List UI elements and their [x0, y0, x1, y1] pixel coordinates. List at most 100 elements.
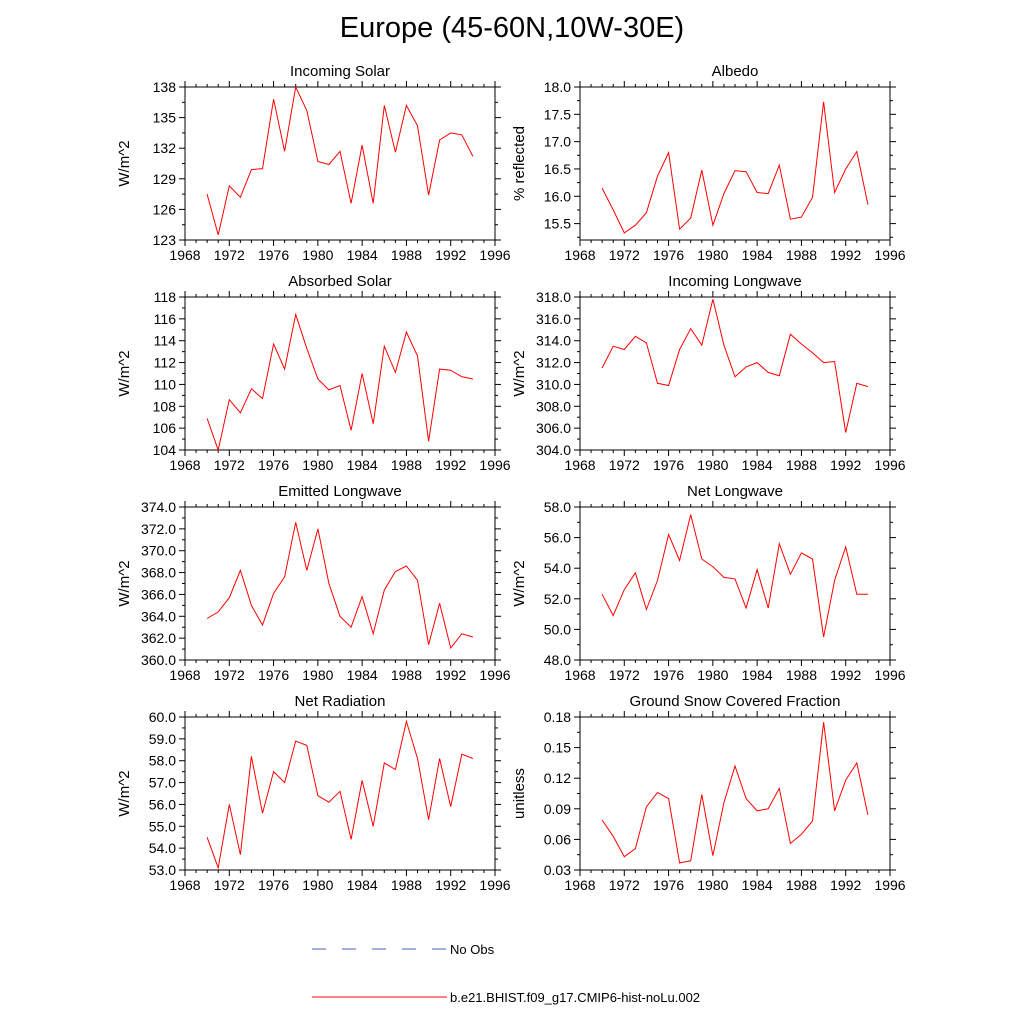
- x-tick-label: 1976: [653, 667, 684, 683]
- y-tick-label: 54.0: [544, 560, 571, 576]
- y-tick-label: 15.5: [544, 216, 571, 232]
- x-tick-label: 1992: [435, 877, 466, 893]
- x-tick-label: 1984: [742, 877, 773, 893]
- panel-8: 1968 1972 1976 1980 1984 1988 1992 1996 0.03 0.06…: [511, 693, 906, 893]
- x-tick-label: 1984: [742, 457, 773, 473]
- x-tick-label: 1988: [391, 877, 422, 893]
- y-tick-label: 126: [153, 201, 177, 217]
- y-tick-label: 314.0: [536, 333, 571, 349]
- x-tick-label: 1992: [830, 667, 861, 683]
- x-tick-label: 1988: [786, 877, 817, 893]
- x-tick-label: 1980: [697, 877, 728, 893]
- legend-label: b.e21.BHIST.f09_g17.CMIP6-hist-noLu.002: [450, 990, 700, 1005]
- x-tick-label: 1984: [347, 457, 378, 473]
- x-tick-label: 1980: [697, 247, 728, 263]
- x-tick-label: 1988: [786, 247, 817, 263]
- panel-title: Incoming Longwave: [668, 273, 801, 290]
- y-axis-label: % reflected: [511, 126, 528, 201]
- x-tick-label: 1972: [214, 457, 245, 473]
- y-tick-label: 312.0: [536, 355, 571, 371]
- x-tick-label: 1972: [609, 667, 640, 683]
- x-tick-label: 1976: [258, 877, 289, 893]
- y-tick-label: 17.5: [544, 106, 571, 122]
- y-tick-label: 0.06: [544, 831, 571, 847]
- y-tick-label: 306.0: [536, 420, 571, 436]
- y-tick-label: 57.0: [149, 775, 176, 791]
- series-line: [206, 312, 473, 452]
- panel-1: 1968 1972 1976 1980 1984 1988 1992 1996 123 126 12…: [116, 63, 511, 263]
- x-tick-label: 1972: [214, 667, 245, 683]
- x-tick-label: 1980: [302, 877, 333, 893]
- x-tick-label: 1992: [435, 457, 466, 473]
- y-tick-label: 112: [154, 355, 177, 371]
- y-tick-label: 114: [154, 333, 177, 349]
- x-tick-label: 1988: [786, 667, 817, 683]
- x-tick-label: 1968: [169, 247, 200, 263]
- y-axis-label: W/m^2: [116, 350, 133, 396]
- y-tick-label: 56.0: [544, 530, 571, 546]
- x-tick-label: 1996: [479, 877, 510, 893]
- y-tick-label: 116: [154, 311, 177, 327]
- x-tick-label: 1988: [391, 457, 422, 473]
- y-tick-label: 366.0: [141, 586, 176, 602]
- x-tick-label: 1984: [347, 877, 378, 893]
- y-tick-label: 50.0: [544, 621, 571, 637]
- x-tick-label: 1980: [302, 457, 333, 473]
- x-tick-label: 1988: [786, 457, 817, 473]
- plot-frame: [184, 86, 496, 241]
- x-tick-label: 1992: [830, 877, 861, 893]
- y-tick-label: 106: [153, 420, 177, 436]
- x-tick-label: 1984: [742, 667, 773, 683]
- panel-2: 1968 1972 1976 1980 1984 1988 1992 1996 15.5 16.0…: [511, 63, 906, 263]
- y-tick-label: 0.18: [544, 709, 571, 725]
- series-line: [206, 522, 474, 650]
- x-tick-label: 1980: [697, 457, 728, 473]
- y-tick-label: 53.0: [149, 862, 176, 878]
- y-tick-label: 0.12: [544, 770, 571, 786]
- x-tick-label: 1996: [874, 667, 905, 683]
- y-tick-label: 48.0: [544, 652, 571, 668]
- x-tick-label: 1988: [391, 247, 422, 263]
- panel-title: Incoming Solar: [290, 63, 390, 80]
- y-tick-label: 318.0: [536, 289, 571, 305]
- x-tick-label: 1976: [653, 457, 684, 473]
- panel-title: Ground Snow Covered Fraction: [630, 693, 841, 710]
- y-tick-label: 58.0: [149, 753, 176, 769]
- x-tick-label: 1992: [435, 667, 466, 683]
- x-tick-label: 1996: [874, 877, 905, 893]
- y-tick-label: 132: [153, 140, 177, 156]
- y-tick-label: 129: [153, 171, 177, 187]
- legend-label: No Obs: [450, 942, 495, 957]
- y-tick-label: 364.0: [141, 608, 176, 624]
- x-tick-label: 1968: [564, 247, 595, 263]
- y-axis-label: W/m^2: [511, 560, 528, 606]
- y-tick-label: 16.5: [544, 161, 571, 177]
- x-tick-label: 1980: [302, 667, 333, 683]
- x-tick-label: 1972: [214, 247, 245, 263]
- x-tick-label: 1996: [874, 457, 905, 473]
- y-tick-label: 54.0: [149, 840, 176, 856]
- plot-frame: [579, 86, 891, 241]
- x-tick-label: 1968: [169, 667, 200, 683]
- x-tick-label: 1996: [479, 457, 510, 473]
- y-tick-label: 52.0: [544, 591, 571, 607]
- x-tick-label: 1984: [347, 667, 378, 683]
- y-tick-label: 17.0: [544, 134, 571, 150]
- x-tick-label: 1968: [169, 877, 200, 893]
- y-tick-label: 372.0: [141, 521, 176, 537]
- x-tick-label: 1984: [742, 247, 773, 263]
- y-tick-label: 110: [154, 376, 177, 392]
- x-tick-label: 1996: [479, 667, 510, 683]
- x-tick-label: 1968: [564, 877, 595, 893]
- y-tick-label: 59.0: [149, 731, 176, 747]
- y-tick-label: 0.15: [544, 740, 571, 756]
- y-tick-label: 138: [153, 79, 177, 95]
- x-tick-label: 1992: [830, 247, 861, 263]
- y-tick-label: 18.0: [544, 79, 571, 95]
- y-axis-label: W/m^2: [116, 770, 133, 816]
- x-tick-label: 1976: [258, 457, 289, 473]
- series-line: [601, 722, 869, 864]
- panel-7: 1968 1972 1976 1980 1984 1988 1992 1996 53.0 54.0…: [116, 693, 511, 893]
- y-tick-label: 118: [154, 289, 177, 305]
